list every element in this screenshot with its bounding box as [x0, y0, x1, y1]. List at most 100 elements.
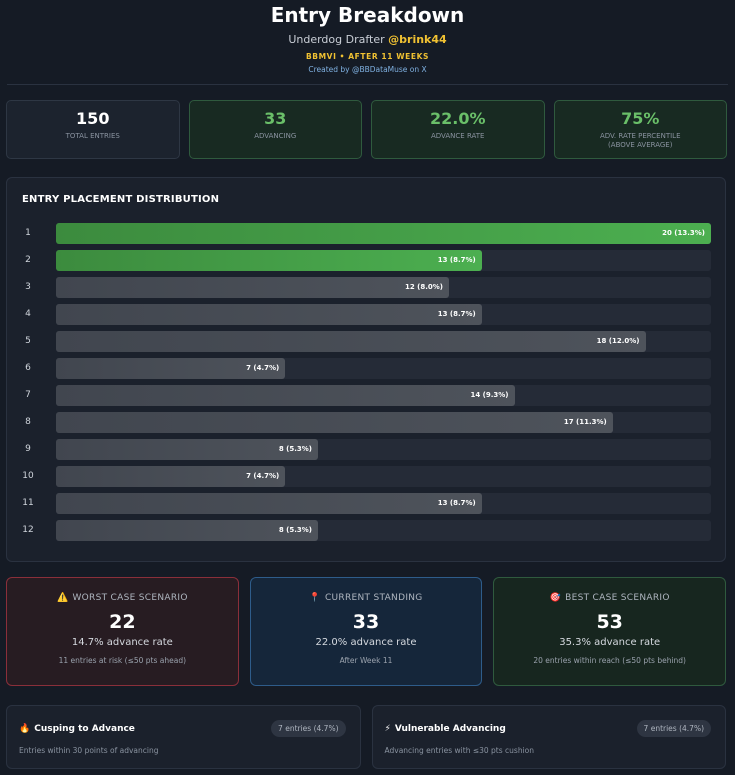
bar-track: 12 (8.0%): [56, 277, 711, 298]
bar-value-label: 7 (4.7%): [246, 472, 280, 480]
card-title: ⚡ Vulnerable Advancing: [385, 724, 506, 734]
scenario-title: ⚠️ WORST CASE SCENARIO: [7, 593, 238, 603]
rank-label: 6: [25, 363, 31, 373]
bar-track: 13 (8.7%): [56, 304, 711, 325]
cusping-card: 🔥 Cusping to Advance 7 entries (4.7%) Ent…: [6, 705, 361, 769]
card-title-text: Vulnerable Advancing: [394, 724, 506, 734]
bar: 8 (5.3%): [56, 520, 318, 541]
rank-label: 4: [25, 309, 31, 319]
best-case-card: 🎯 BEST CASE SCENARIO 53 35.3% advance rat…: [493, 577, 727, 686]
scenario-title: 📍 CURRENT STANDING: [251, 593, 482, 603]
bar-value-label: 17 (11.3%): [563, 418, 607, 426]
rank-label: 11: [22, 498, 34, 508]
card-description: Entries within 30 points of advancing: [19, 746, 159, 755]
stat-value: 75%: [621, 109, 660, 128]
bar: 18 (12.0%): [56, 331, 646, 352]
count-badge: 7 entries (4.7%): [271, 720, 346, 737]
scenario-value: 53: [596, 611, 623, 633]
worst-case-card: ⚠️ WORST CASE SCENARIO 22 14.7% advance r…: [6, 577, 239, 686]
bar-row: 3 12 (8.0%): [7, 277, 727, 298]
stat-advancing: 33 ADVANCING: [188, 100, 362, 159]
subtitle-prefix: Underdog Drafter: [288, 33, 389, 46]
bar-row: 2 13 (8.7%): [7, 250, 727, 271]
pin-icon: 📍: [309, 593, 321, 603]
target-icon: 🎯: [549, 593, 562, 603]
bar-value-label: 13 (8.7%): [437, 256, 476, 264]
bar: 13 (8.7%): [56, 304, 482, 325]
bar-value-label: 8 (5.3%): [278, 526, 312, 534]
page-title: Entry Breakdown: [270, 3, 465, 27]
stat-value: 22.0%: [429, 109, 486, 128]
credit-line: Created by @BBDataMuse on X: [308, 65, 427, 74]
stat-total-entries: 150 TOTAL ENTRIES: [6, 100, 180, 159]
bar-track: 17 (11.3%): [56, 412, 711, 433]
scenario-rate: 35.3% advance rate: [559, 637, 661, 648]
scenario-rate: 14.7% advance rate: [71, 637, 173, 648]
stat-label: ADVANCE RATE: [431, 132, 485, 140]
stat-label: ADVANCING: [254, 132, 297, 140]
bar-value-label: 12 (8.0%): [405, 283, 443, 291]
card-title-text: Cusping to Advance: [34, 724, 135, 734]
bar-row: 11 13 (8.7%): [7, 493, 727, 514]
header-divider: [7, 84, 728, 85]
bar-track: 20 (13.3%): [56, 223, 711, 244]
scenario-note: 11 entries at risk (≤50 pts ahead): [58, 656, 187, 665]
bar-value-label: 7 (4.7%): [246, 364, 280, 372]
bar-track: 7 (4.7%): [56, 466, 711, 487]
bar: 7 (4.7%): [56, 466, 286, 487]
rank-label: 7: [25, 390, 31, 400]
bar-track: 8 (5.3%): [56, 439, 711, 460]
stat-advance-rate: 22.0% ADVANCE RATE: [371, 100, 545, 159]
rank-label: 5: [25, 336, 31, 346]
scenario-rate: 22.0% advance rate: [315, 637, 417, 648]
bar: 13 (8.7%): [56, 250, 482, 271]
bar: 13 (8.7%): [56, 493, 482, 514]
scenario-title-text: WORST CASE SCENARIO: [72, 593, 188, 603]
bar-value-label: 13 (8.7%): [437, 499, 476, 507]
scenario-value: 22: [109, 611, 136, 633]
rank-label: 9: [25, 444, 31, 454]
scenario-title-text: BEST CASE SCENARIO: [565, 593, 670, 603]
stat-value: 33: [264, 109, 287, 128]
rank-label: 3: [25, 282, 31, 292]
bar-row: 9 8 (5.3%): [7, 439, 727, 460]
stat-label: ADV. RATE PERCENTILE (ABOVE AVERAGE): [555, 132, 727, 150]
card-description: Advancing entries with ≤30 pts cushion: [384, 746, 535, 755]
bar-row: 1 20 (13.3%): [7, 223, 727, 244]
bar-value-label: 18 (12.0%): [596, 337, 640, 345]
fire-icon: 🔥: [19, 724, 31, 734]
bar-track: 7 (4.7%): [56, 358, 711, 379]
bar-track: 18 (12.0%): [56, 331, 711, 352]
scenario-value: 33: [352, 611, 380, 633]
bar: 8 (5.3%): [56, 439, 318, 460]
vulnerable-card: ⚡ Vulnerable Advancing 7 entries (4.7%) A…: [371, 705, 726, 769]
rank-label: 12: [22, 525, 34, 535]
lightning-icon: ⚡: [384, 724, 391, 734]
header: Entry Breakdown Underdog Drafter @brink4…: [0, 0, 735, 74]
subtitle: Underdog Drafter @brink44: [0, 33, 735, 46]
rank-label: 8: [25, 417, 31, 427]
bar-track: 8 (5.3%): [56, 520, 711, 541]
scenarios-row: ⚠️ WORST CASE SCENARIO 22 14.7% advance r…: [6, 577, 727, 686]
bar-row: 4 13 (8.7%): [7, 304, 727, 325]
bar-row: 5 18 (12.0%): [7, 331, 727, 352]
scenario-note: After Week 11: [339, 656, 393, 665]
scenario-title: 🎯 BEST CASE SCENARIO: [494, 593, 725, 603]
warning-icon: ⚠️: [56, 593, 69, 603]
bar-row: 8 17 (11.3%): [7, 412, 727, 433]
bar-value-label: 8 (5.3%): [278, 445, 312, 453]
bar-value-label: 14 (9.3%): [470, 391, 509, 399]
placement-distribution-chart: ENTRY PLACEMENT DISTRIBUTION 1 20 (13.3%)…: [6, 177, 726, 562]
bar-track: 13 (8.7%): [56, 250, 711, 271]
scenario-note: 20 entries within reach (≤50 pts behind): [533, 656, 686, 665]
bar-track: 13 (8.7%): [56, 493, 711, 514]
bar: 17 (11.3%): [56, 412, 613, 433]
contest-tag: BBMVI • AFTER 11 WEEKS: [305, 52, 430, 61]
drafter-handle: @brink44: [388, 33, 447, 46]
bar: 12 (8.0%): [56, 277, 449, 298]
bar-track: 14 (9.3%): [56, 385, 711, 406]
stat-percentile: 75% ADV. RATE PERCENTILE (ABOVE AVERAGE): [553, 100, 727, 159]
card-title: 🔥 Cusping to Advance: [19, 724, 135, 734]
bar-value-label: 13 (8.7%): [437, 310, 476, 318]
bar: 20 (13.3%): [56, 223, 711, 244]
